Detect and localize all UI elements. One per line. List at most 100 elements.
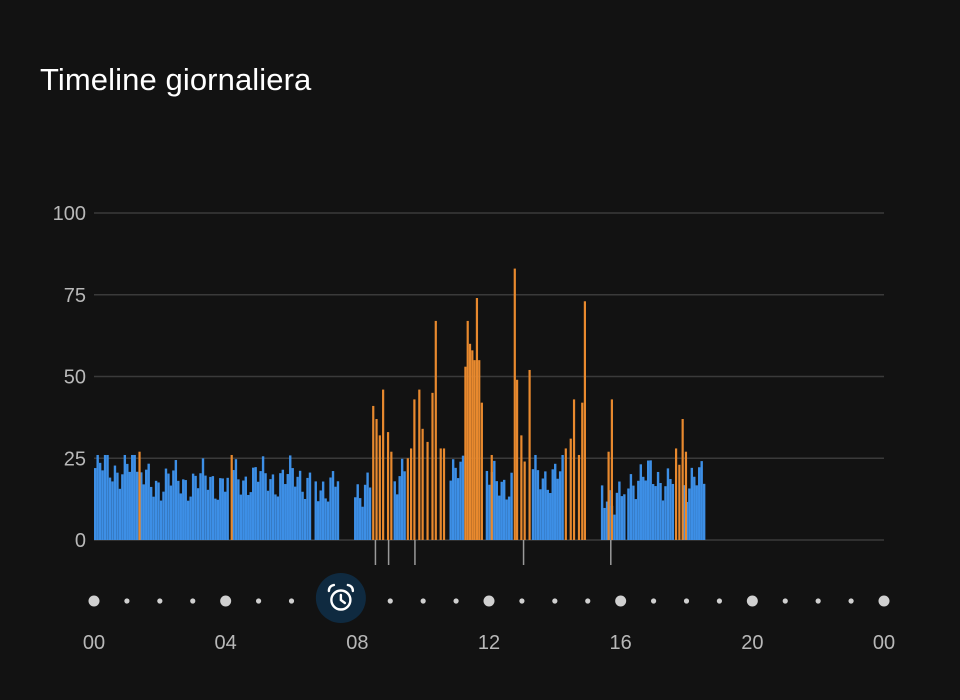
hour-dot-minor	[255, 598, 262, 604]
bar-high	[610, 399, 613, 540]
x-axis-ticks: 00 04 08 12 16 20 00	[83, 632, 895, 654]
bar-low	[505, 499, 508, 540]
hour-dot-major	[88, 595, 100, 607]
bar-low	[603, 507, 606, 540]
bar-high	[523, 461, 526, 540]
hour-dot-minor	[815, 598, 821, 604]
bar-low	[363, 484, 367, 540]
bar-low	[661, 500, 665, 540]
bar-low	[131, 454, 134, 540]
bar-low	[531, 469, 535, 540]
bars	[94, 268, 706, 540]
bar-low	[293, 486, 297, 540]
bar-low	[164, 468, 168, 540]
bar-low	[693, 476, 696, 540]
hour-dot-minor	[716, 598, 723, 604]
bar-low	[239, 494, 243, 540]
bar-low	[495, 481, 498, 540]
bar-low	[554, 463, 557, 540]
bar-high	[515, 379, 519, 540]
bar-low	[140, 472, 143, 540]
x-tick-label: 16	[610, 632, 632, 654]
bar-low	[298, 470, 302, 540]
bar-low	[561, 454, 564, 540]
bar-low	[216, 499, 220, 540]
bar-low	[266, 490, 270, 540]
bar-high	[382, 389, 385, 540]
bar-low	[242, 480, 245, 540]
bar-low	[289, 455, 292, 540]
x-tick-label: 04	[215, 632, 237, 654]
hour-dot-major	[746, 595, 758, 607]
bar-low	[354, 497, 357, 540]
bar-low	[191, 473, 195, 540]
alarm-marker[interactable]	[315, 573, 366, 623]
bar-high	[406, 458, 409, 540]
bar-low	[634, 499, 638, 540]
bar-high	[513, 268, 516, 540]
bar-high	[375, 419, 378, 540]
bar-high	[138, 451, 141, 540]
hour-dot-minor	[585, 598, 591, 604]
bar-low	[702, 483, 706, 540]
bar-low	[644, 480, 647, 540]
bar-low	[456, 478, 460, 540]
hour-dot-major	[878, 595, 890, 607]
y-tick-label: 50	[64, 367, 86, 389]
bar-low	[276, 496, 280, 540]
bar-low	[169, 485, 173, 540]
bar-low	[629, 474, 633, 540]
bar-low	[98, 462, 102, 540]
bar-low	[551, 469, 554, 540]
x-tick-label: 20	[741, 632, 763, 654]
bar-low	[284, 484, 287, 540]
bar-low	[459, 461, 462, 540]
bar-low	[326, 501, 330, 540]
bar-low	[121, 474, 124, 540]
bar-low	[281, 469, 285, 540]
hour-dot-major	[615, 595, 627, 607]
bar-low	[274, 494, 277, 540]
bar-high	[480, 402, 483, 540]
bar-low	[162, 491, 165, 540]
bar-low	[254, 467, 257, 540]
bar-low	[249, 492, 252, 540]
bar-low	[94, 468, 97, 540]
bar-high	[607, 451, 610, 540]
bar-low	[126, 463, 129, 540]
hour-dot-major	[483, 595, 495, 607]
hour-dot-minor	[124, 598, 130, 604]
bar-low	[224, 491, 227, 540]
bar-low	[536, 470, 540, 540]
bar-high	[473, 360, 476, 540]
bar-low	[177, 480, 180, 540]
bar-low	[393, 481, 396, 540]
hour-dot-minor	[157, 598, 163, 604]
bar-low	[556, 478, 559, 540]
bar-high	[520, 435, 523, 540]
bar-low	[336, 481, 340, 540]
bar-low	[123, 454, 127, 540]
bar-low	[286, 474, 289, 540]
bar-low	[659, 482, 662, 540]
bar-low	[656, 471, 660, 540]
bar-low	[204, 475, 207, 540]
bar-low	[637, 480, 640, 540]
bar-low	[149, 486, 153, 540]
bar-low	[101, 470, 104, 540]
bar-low	[398, 476, 401, 540]
bar-low	[632, 485, 635, 540]
bar-low	[605, 501, 609, 540]
bar-low	[698, 467, 701, 540]
bar-high	[569, 438, 572, 540]
bar-high	[230, 454, 233, 540]
bar-low	[507, 496, 511, 540]
hour-dot-minor	[387, 598, 393, 604]
alarm-clock-icon	[327, 583, 355, 611]
bar-low	[534, 454, 537, 540]
bar-low	[654, 486, 657, 540]
event-ticks	[374, 540, 612, 565]
bar-low	[145, 469, 148, 540]
bar-low	[189, 496, 192, 540]
